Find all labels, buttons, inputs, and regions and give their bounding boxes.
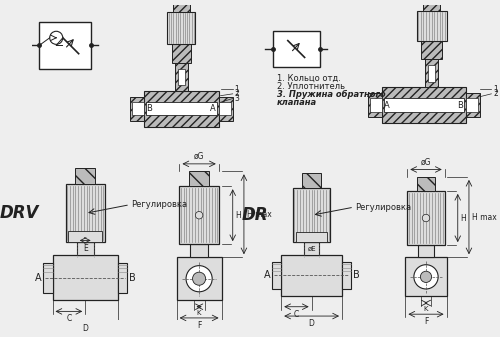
Text: DRV: DRV <box>0 204 40 222</box>
Text: E: E <box>83 244 87 253</box>
Bar <box>406 257 446 297</box>
Text: 2. Уплотнитель: 2. Уплотнитель <box>276 82 344 91</box>
Text: A: A <box>384 100 390 110</box>
Circle shape <box>186 266 212 292</box>
Bar <box>422 40 442 59</box>
Bar <box>172 44 191 63</box>
Text: B: B <box>458 100 464 110</box>
Text: H max: H max <box>472 213 496 222</box>
Bar <box>368 93 382 117</box>
Bar <box>52 255 118 300</box>
Text: F: F <box>424 317 428 326</box>
Text: A: A <box>210 104 216 113</box>
Text: F: F <box>197 321 202 330</box>
Text: K: K <box>424 306 428 312</box>
Text: D: D <box>82 324 88 333</box>
Text: H max: H max <box>246 210 272 219</box>
Bar <box>175 63 188 91</box>
Bar <box>273 31 320 67</box>
Text: 1: 1 <box>493 85 498 94</box>
Text: 1. Кольцо отд.: 1. Кольцо отд. <box>276 73 340 82</box>
Bar <box>293 188 331 242</box>
Bar <box>302 173 321 188</box>
Text: øG: øG <box>420 158 431 167</box>
Text: DR: DR <box>242 206 268 224</box>
Bar <box>75 167 96 184</box>
Text: D: D <box>308 319 314 328</box>
Bar <box>43 263 52 293</box>
Bar <box>132 102 144 115</box>
Bar <box>428 65 436 82</box>
Text: øG: øG <box>194 152 204 161</box>
Circle shape <box>422 214 430 222</box>
Text: клапана: клапана <box>276 98 316 108</box>
Bar <box>218 97 232 121</box>
Text: A: A <box>264 270 270 280</box>
Bar <box>408 191 445 245</box>
Text: 2: 2 <box>234 89 240 98</box>
Bar <box>189 171 210 186</box>
Bar <box>77 242 94 255</box>
Text: B: B <box>146 104 152 113</box>
Bar <box>68 231 102 242</box>
Bar <box>144 91 218 126</box>
Text: 3: 3 <box>234 94 240 103</box>
Circle shape <box>192 272 205 285</box>
Text: K: K <box>197 309 202 315</box>
Text: øE: øE <box>308 246 316 252</box>
Circle shape <box>196 212 203 219</box>
Text: H: H <box>460 214 466 222</box>
Bar <box>296 232 328 242</box>
Bar <box>180 186 218 244</box>
Bar <box>466 93 480 117</box>
Bar <box>272 262 281 289</box>
Bar <box>118 263 127 293</box>
Bar <box>425 59 438 87</box>
Circle shape <box>414 265 438 289</box>
Circle shape <box>50 31 63 44</box>
Bar <box>282 255 342 296</box>
Text: C: C <box>66 314 71 323</box>
Text: B: B <box>353 270 360 280</box>
Bar <box>416 11 446 40</box>
Text: A: A <box>34 273 42 283</box>
Bar <box>168 12 196 44</box>
Bar <box>342 262 351 289</box>
Bar <box>416 177 436 191</box>
Text: C: C <box>294 309 299 318</box>
Text: 3. Пружина обратного: 3. Пружина обратного <box>276 90 385 99</box>
Bar <box>382 87 466 123</box>
Bar <box>384 98 464 112</box>
Bar <box>173 0 190 12</box>
Text: B: B <box>129 273 136 283</box>
Bar <box>40 22 91 69</box>
Circle shape <box>420 271 432 282</box>
Bar <box>130 97 144 121</box>
Bar <box>146 102 217 115</box>
Text: Регулировка: Регулировка <box>131 200 187 209</box>
Bar <box>176 257 222 300</box>
Bar <box>190 244 208 257</box>
Text: 1: 1 <box>234 85 240 94</box>
Bar <box>418 245 434 257</box>
Text: Регулировка: Регулировка <box>355 203 411 212</box>
Bar <box>370 98 382 112</box>
Text: 2: 2 <box>493 89 498 98</box>
Bar <box>466 98 478 112</box>
Bar <box>218 102 231 115</box>
Text: H: H <box>236 211 242 220</box>
Bar <box>66 184 105 242</box>
Bar <box>423 0 440 11</box>
Bar <box>304 242 319 255</box>
Bar <box>178 69 185 85</box>
